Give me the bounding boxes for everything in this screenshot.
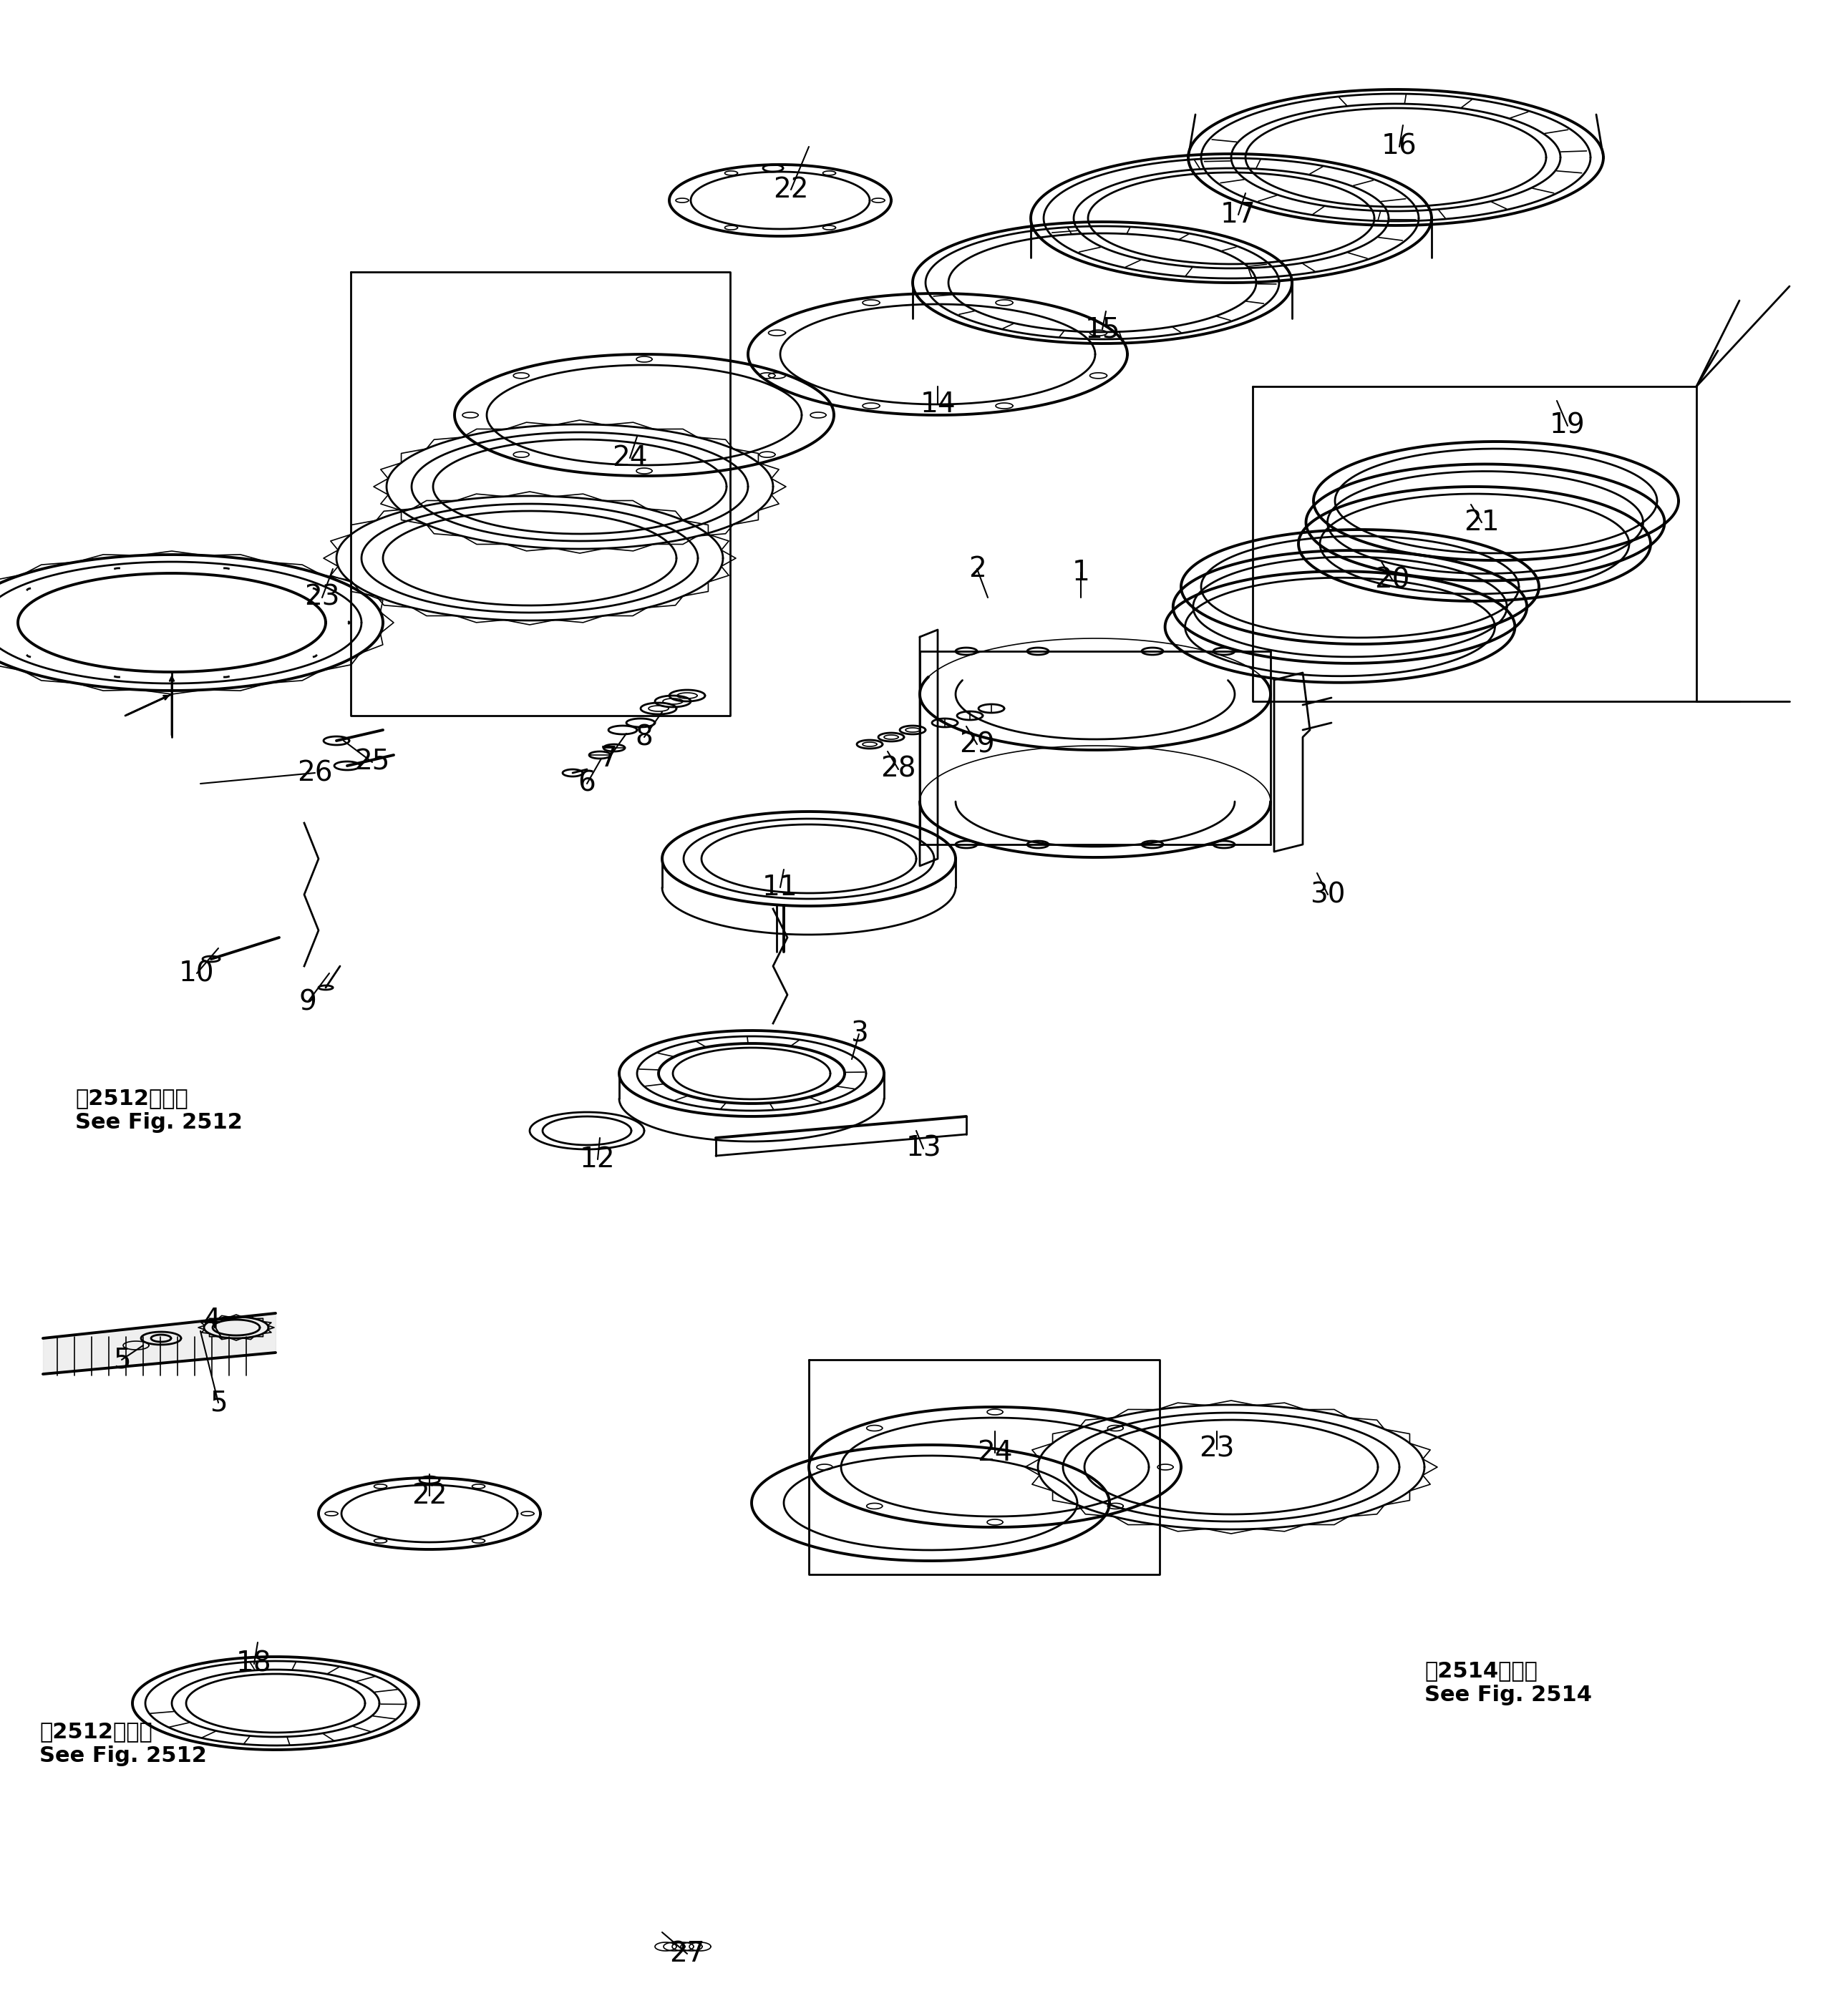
Text: 8: 8 [635,724,654,750]
Text: 1: 1 [1072,558,1090,587]
Text: 23: 23 [305,585,340,611]
Text: 29: 29 [959,730,995,758]
Text: 24: 24 [612,444,648,472]
Text: 22: 22 [772,175,809,204]
Text: 11: 11 [763,873,798,901]
Text: 第2514図参照
See Fig. 2514: 第2514図参照 See Fig. 2514 [1424,1661,1592,1706]
Text: 25: 25 [354,748,391,776]
Text: 4: 4 [203,1306,219,1335]
Text: 28: 28 [880,756,917,782]
Text: 17: 17 [1220,202,1256,228]
Text: 20: 20 [1375,566,1410,593]
Text: 16: 16 [1382,133,1417,161]
Text: 5: 5 [210,1389,226,1417]
Text: 12: 12 [581,1145,615,1173]
Text: 9: 9 [299,988,316,1016]
Text: 24: 24 [977,1439,1013,1466]
Text: 26: 26 [298,760,332,786]
Text: 第2512図参照
See Fig. 2512: 第2512図参照 See Fig. 2512 [75,1089,243,1133]
Text: 30: 30 [1309,881,1346,907]
Text: 22: 22 [411,1482,447,1510]
Text: 23: 23 [1200,1435,1234,1464]
Text: 2: 2 [968,554,986,583]
Text: 3: 3 [851,1020,867,1048]
Text: 27: 27 [670,1939,705,1968]
Text: 15: 15 [1085,317,1119,343]
Text: 6: 6 [579,770,595,796]
Text: 10: 10 [179,960,215,988]
Text: 14: 14 [920,391,955,417]
Text: 19: 19 [1550,411,1585,439]
Text: 21: 21 [1464,508,1499,536]
Text: 5: 5 [113,1347,130,1373]
Text: 7: 7 [599,746,617,772]
Text: 第2512図参照
See Fig. 2512: 第2512図参照 See Fig. 2512 [40,1722,206,1766]
Text: 18: 18 [236,1651,272,1677]
Text: 13: 13 [906,1135,940,1161]
